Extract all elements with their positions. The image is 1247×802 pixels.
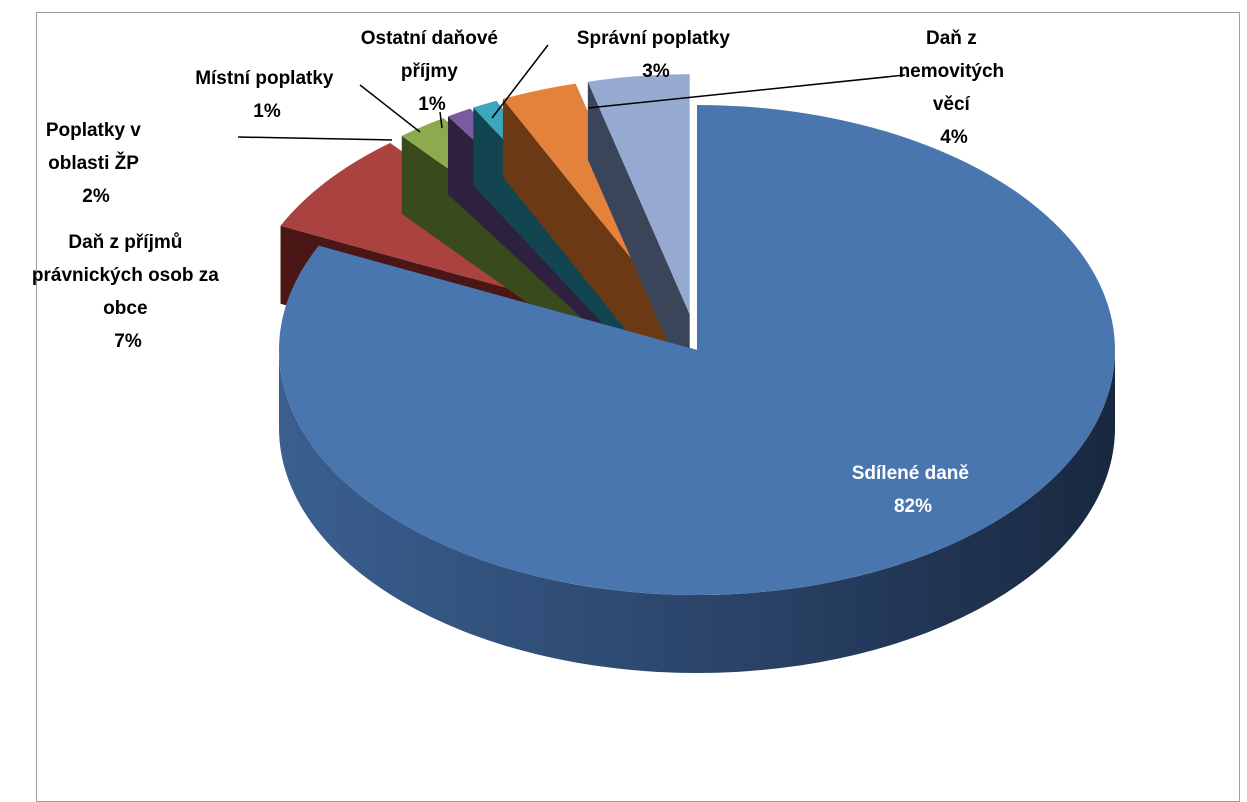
- slice-label-poplatky-zp: Poplatky v oblasti ŽP 2%: [46, 120, 146, 207]
- slice-label-ostatni: Ostatní daňové příjmy 1%: [361, 28, 504, 115]
- slice-label-dan-nemovitych: Daň z nemovitých věcí 4%: [899, 28, 1010, 148]
- slice-label-dan-z-prijmu: Daň z příjmů právnických osob za obce 7%: [32, 232, 224, 352]
- slice-0: [278, 105, 1115, 673]
- leader-line-ostatni: [439, 111, 443, 129]
- leader-line-spravni: [491, 44, 549, 119]
- leader-line-mistni: [359, 84, 421, 133]
- slice-label-mistni: Místní poplatky 1%: [195, 68, 339, 122]
- leader-line-dan-nemovitych: [587, 74, 906, 109]
- slice-6: [587, 74, 690, 393]
- slice-label-sdilene: Sdílené daně 82%: [852, 463, 974, 517]
- leader-line-zp: [237, 136, 393, 141]
- slice-label-spravni: Správní poplatky 3%: [577, 28, 735, 82]
